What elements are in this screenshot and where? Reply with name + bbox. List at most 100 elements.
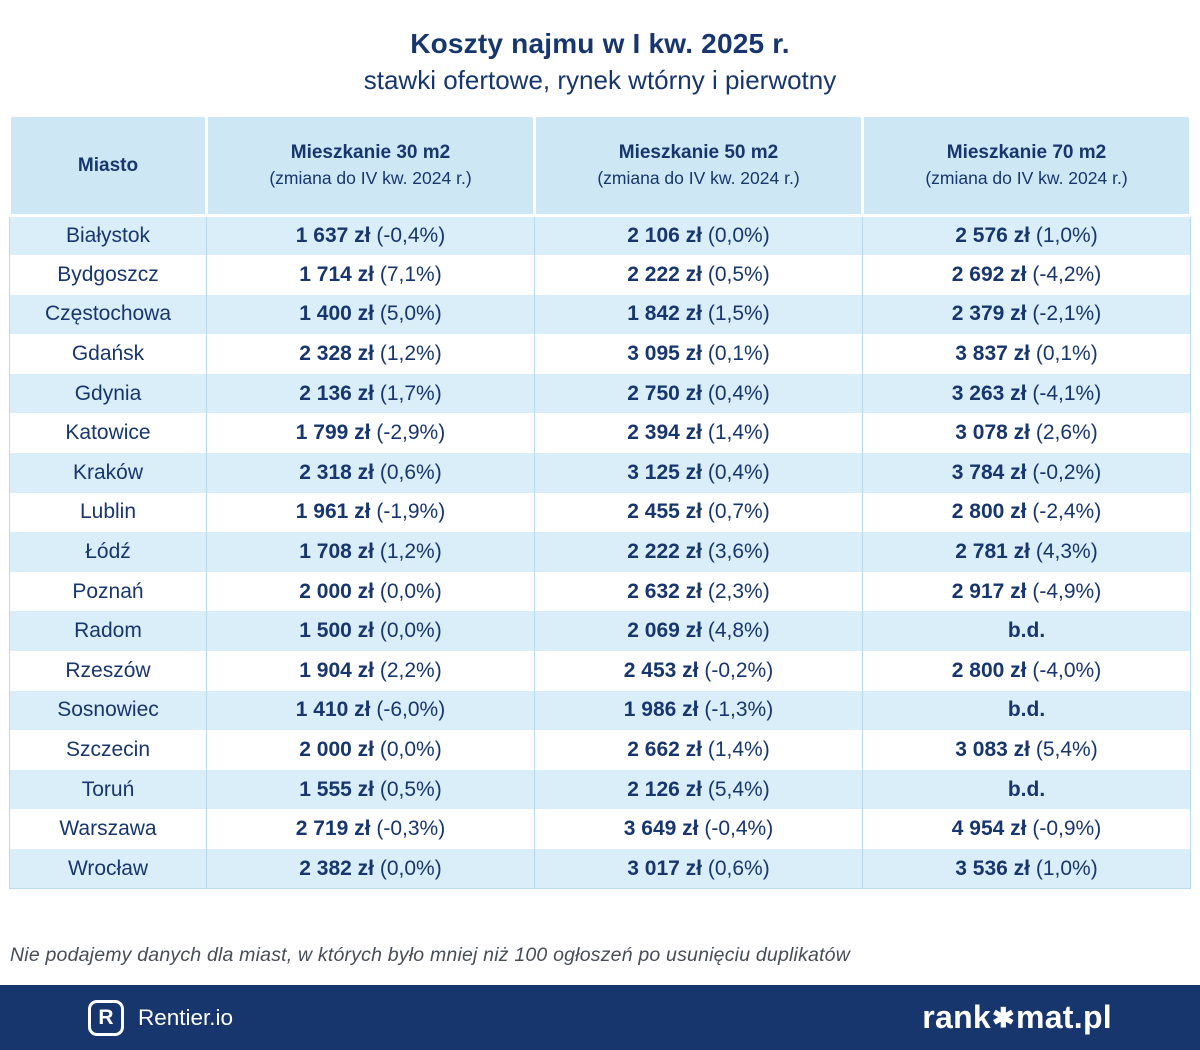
price-value: 2 222 zł (627, 540, 703, 564)
price-value: 3 784 zł (951, 460, 1027, 484)
price-cell: 2 136 zł (1,7%) (206, 373, 535, 414)
city-cell: Bydgoszcz (9, 255, 207, 295)
price-cell: 3 649 zł (-0,4%) (534, 809, 863, 849)
price-cell: 1 842 zł (1,5%) (534, 294, 863, 335)
change-value: (3,6%) (707, 540, 770, 564)
price-value: 2 453 zł (623, 658, 699, 682)
price-cell: 2 453 zł (-0,2%) (534, 651, 863, 691)
price-value: 2 719 zł (295, 817, 371, 841)
price-cell: 2 750 zł (0,4%) (534, 373, 863, 414)
price-cell: 2 576 zł (1,0%) (862, 215, 1191, 256)
change-value: (0,6%) (707, 856, 770, 880)
column-header-50m2: Mieszkanie 50 m2 (zmiana do IV kw. 2024 … (533, 114, 864, 217)
change-value: (1,2%) (379, 540, 442, 564)
price-cell: b.d. (862, 690, 1191, 731)
change-value: (7,1%) (379, 262, 442, 286)
price-value: 2 632 zł (627, 579, 703, 603)
city-cell: Toruń (9, 769, 207, 810)
price-value: 3 017 zł (627, 856, 703, 880)
change-value: (-0,4%) (704, 817, 774, 841)
price-value: 1 842 zł (627, 302, 703, 326)
price-cell: b.d. (862, 769, 1191, 810)
price-cell: 2 382 zł (0,0%) (206, 849, 535, 889)
price-cell: 1 500 zł (0,0%) (206, 611, 535, 652)
city-cell: Sosnowiec (9, 690, 207, 731)
change-value: (5,4%) (1035, 738, 1098, 762)
change-value: (0,1%) (707, 342, 770, 366)
change-value: (1,4%) (707, 421, 770, 445)
column-header-30m2: Mieszkanie 30 m2 (zmiana do IV kw. 2024 … (205, 114, 536, 217)
price-cell: 2 318 zł (0,6%) (206, 453, 535, 493)
price-cell: 1 708 zł (1,2%) (206, 532, 535, 572)
price-cell: b.d. (862, 611, 1191, 652)
change-value: (1,2%) (379, 342, 442, 366)
price-cell: 3 078 zł (2,6%) (862, 413, 1191, 454)
change-value: (0,4%) (707, 460, 770, 484)
change-value: (0,0%) (707, 224, 770, 248)
header-block: Koszty najmu w I kw. 2025 r. stawki ofer… (0, 0, 1200, 96)
city-cell: Kraków (9, 453, 207, 493)
change-value: (2,3%) (707, 579, 770, 603)
price-cell: 3 017 zł (0,6%) (534, 849, 863, 889)
price-cell: 2 126 zł (5,4%) (534, 769, 863, 810)
price-value: 1 714 zł (299, 262, 375, 286)
price-value: b.d. (1007, 777, 1046, 801)
city-cell: Gdynia (9, 373, 207, 414)
price-value: 2 318 zł (299, 460, 375, 484)
price-cell: 2 632 zł (2,3%) (534, 571, 863, 612)
change-value: (0,1%) (1035, 342, 1098, 366)
change-value: (-2,1%) (1032, 302, 1102, 326)
change-value: (-1,9%) (376, 500, 446, 524)
city-cell: Częstochowa (9, 294, 207, 335)
price-value: 3 649 zł (623, 817, 699, 841)
table-row: Częstochowa 1 400 zł (5,0%) 1 842 zł (1,5%… (9, 294, 1191, 335)
change-value: (-4,0%) (1032, 658, 1102, 682)
column-header-line2: (zmiana do IV kw. 2024 r.) (925, 168, 1128, 188)
city-cell: Lublin (9, 492, 207, 533)
table-row: Katowice 1 799 zł (-2,9%) 2 394 zł (1,4%) 3… (9, 413, 1191, 454)
price-value: 2 800 zł (951, 658, 1027, 682)
table-row: Gdynia 2 136 zł (1,7%) 2 750 zł (0,4%) 3 26… (9, 373, 1191, 414)
price-value: 4 954 zł (951, 817, 1027, 841)
table-row: Warszawa 2 719 zł (-0,3%) 3 649 zł (-0,4%)… (9, 809, 1191, 849)
price-value: 1 400 zł (299, 302, 375, 326)
change-value: (-0,4%) (376, 224, 446, 248)
price-value: 3 078 zł (955, 421, 1031, 445)
price-value: 3 125 zł (627, 460, 703, 484)
change-value: (1,4%) (707, 738, 770, 762)
price-value: 2 692 zł (951, 262, 1027, 286)
table-row: Gdańsk 2 328 zł (1,2%) 3 095 zł (0,1%) 3 83… (9, 334, 1191, 374)
rentier-r-icon: R (88, 999, 124, 1036)
city-cell: Łódź (9, 532, 207, 572)
price-cell: 1 410 zł (-6,0%) (206, 690, 535, 731)
change-value: (5,0%) (379, 302, 442, 326)
price-cell: 3 125 zł (0,4%) (534, 453, 863, 493)
change-value: (0,0%) (379, 619, 442, 643)
price-value: 3 083 zł (955, 738, 1031, 762)
table-row: Łódź 1 708 zł (1,2%) 2 222 zł (3,6%) 2 781 … (9, 532, 1191, 572)
city-cell: Rzeszów (9, 651, 207, 691)
price-cell: 2 800 zł (-4,0%) (862, 651, 1191, 691)
change-value: (-1,3%) (704, 698, 774, 722)
price-cell: 1 714 zł (7,1%) (206, 255, 535, 295)
price-value: 2 136 zł (299, 381, 375, 405)
price-cell: 1 637 zł (-0,4%) (206, 215, 535, 256)
price-value: 2 000 zł (299, 738, 375, 762)
price-value: b.d. (1007, 698, 1046, 722)
rankomat-star-icon: ✱ (992, 1003, 1015, 1033)
price-value: 2 917 zł (951, 579, 1027, 603)
price-cell: 2 106 zł (0,0%) (534, 215, 863, 256)
price-cell: 2 069 zł (4,8%) (534, 611, 863, 652)
table-row: Lublin 1 961 zł (-1,9%) 2 455 zł (0,7%) 2 8… (9, 492, 1191, 533)
change-value: (2,2%) (379, 658, 442, 682)
change-value: (-4,2%) (1032, 262, 1102, 286)
table-row: Kraków 2 318 zł (0,6%) 3 125 zł (0,4%) 3 78… (9, 453, 1191, 493)
price-cell: 2 222 zł (3,6%) (534, 532, 863, 572)
table-row: Białystok 1 637 zł (-0,4%) 2 106 zł (0,0%)… (9, 215, 1191, 256)
price-cell: 2 394 zł (1,4%) (534, 413, 863, 454)
price-cell: 2 000 zł (0,0%) (206, 571, 535, 612)
table-body: Białystok 1 637 zł (-0,4%) 2 106 zł (0,0%)… (9, 215, 1191, 889)
price-cell: 1 799 zł (-2,9%) (206, 413, 535, 454)
change-value: (0,6%) (379, 460, 442, 484)
table-row: Rzeszów 1 904 zł (2,2%) 2 453 zł (-0,2%) 2 … (9, 651, 1191, 691)
